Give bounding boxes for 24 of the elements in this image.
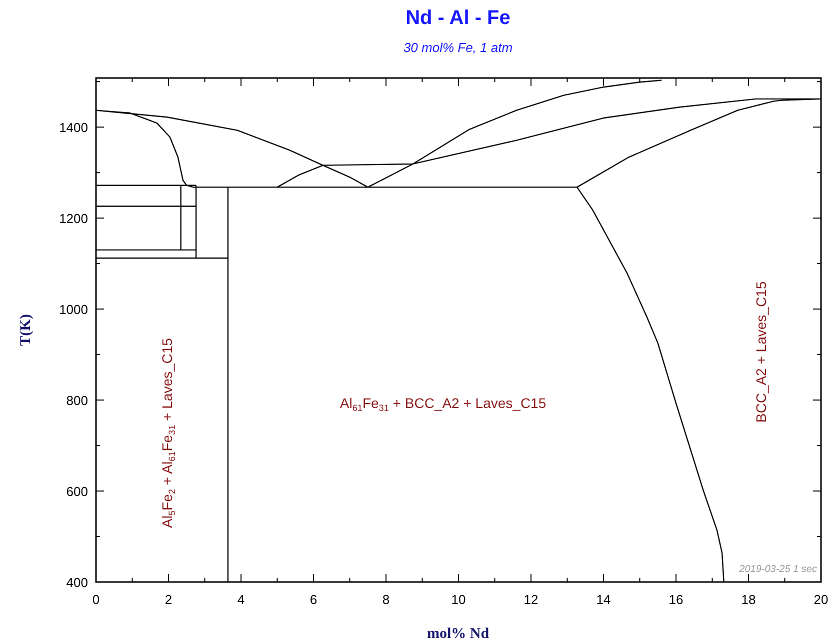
annotation: Al$_{61}$Fe$_{31}$ + BCC_A2 + Laves_C15 xyxy=(340,394,546,414)
annotation: 2019-03-25 1 sec xyxy=(738,564,817,575)
x-tick-label: 12 xyxy=(524,592,538,607)
y-tick-label: 800 xyxy=(66,393,88,408)
x-tick-label: 2 xyxy=(164,592,172,607)
y-tick-label: 1000 xyxy=(59,302,88,318)
x-tick-label: 6 xyxy=(310,592,318,607)
x-tick-label: 4 xyxy=(237,592,245,607)
x-tick-label: 20 xyxy=(814,592,828,607)
chart-title: Nd - Al - Fe xyxy=(406,7,510,29)
annotation: BCC_A2 + Laves_C15 xyxy=(752,281,769,423)
x-axis-title: mol% Nd xyxy=(426,626,490,642)
x-tick-label: 18 xyxy=(741,592,756,607)
x-tick-label: 8 xyxy=(382,592,390,607)
y-tick-label: 1400 xyxy=(59,120,88,136)
x-tick-label: 14 xyxy=(596,592,611,607)
x-tick-label: 16 xyxy=(668,592,684,607)
x-tick-label: 0 xyxy=(92,592,100,607)
y-tick-label: 400 xyxy=(66,575,88,590)
x-tick-label: 10 xyxy=(451,592,466,607)
y-tick-label: 600 xyxy=(66,484,88,500)
y-axis-title: T(K) xyxy=(18,314,34,346)
y-tick-label: 1200 xyxy=(59,211,88,226)
chart-subtitle: 30 mol% Fe, 1 atm xyxy=(403,40,513,55)
